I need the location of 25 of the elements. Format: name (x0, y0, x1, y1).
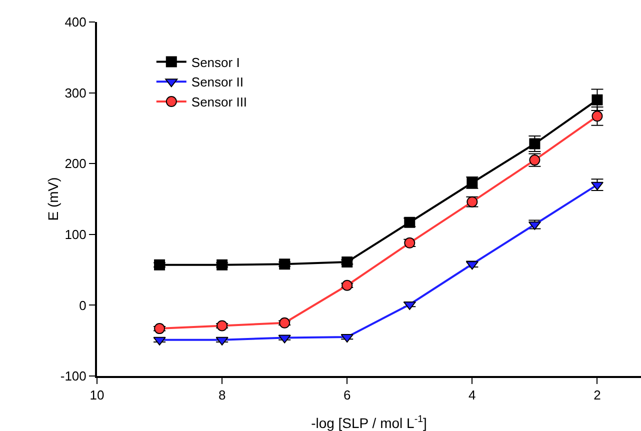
x-tick-label: 2 (594, 388, 601, 403)
y-axis-title: E (mV) (45, 177, 61, 221)
y-tick-label: 100 (64, 226, 86, 242)
x-tick-label: 8 (218, 388, 226, 403)
y-tick-label: 200 (64, 156, 86, 172)
point (216, 259, 228, 270)
y-tick-label: 0 (79, 298, 86, 313)
x-axis-title: -log [SLP / mol L$^{-1}$] (311, 414, 427, 431)
point (216, 320, 228, 332)
x-tick-label: 4 (468, 388, 476, 403)
point (279, 317, 290, 328)
legend-label: Sensor I (191, 54, 240, 70)
point (154, 323, 166, 334)
x-tick-label: 6 (343, 388, 351, 403)
legend-label: Sensor II (191, 74, 244, 90)
point (592, 94, 603, 106)
point (342, 280, 353, 291)
x-tick-label: 10 (90, 388, 104, 403)
y-tick-label: 400 (64, 14, 86, 30)
y-tick-label: -100 (60, 368, 86, 384)
y-tick-label: 300 (64, 85, 86, 100)
point (342, 256, 353, 268)
point (154, 259, 166, 270)
point (279, 258, 290, 270)
legend-label: Sensor III (191, 94, 248, 110)
